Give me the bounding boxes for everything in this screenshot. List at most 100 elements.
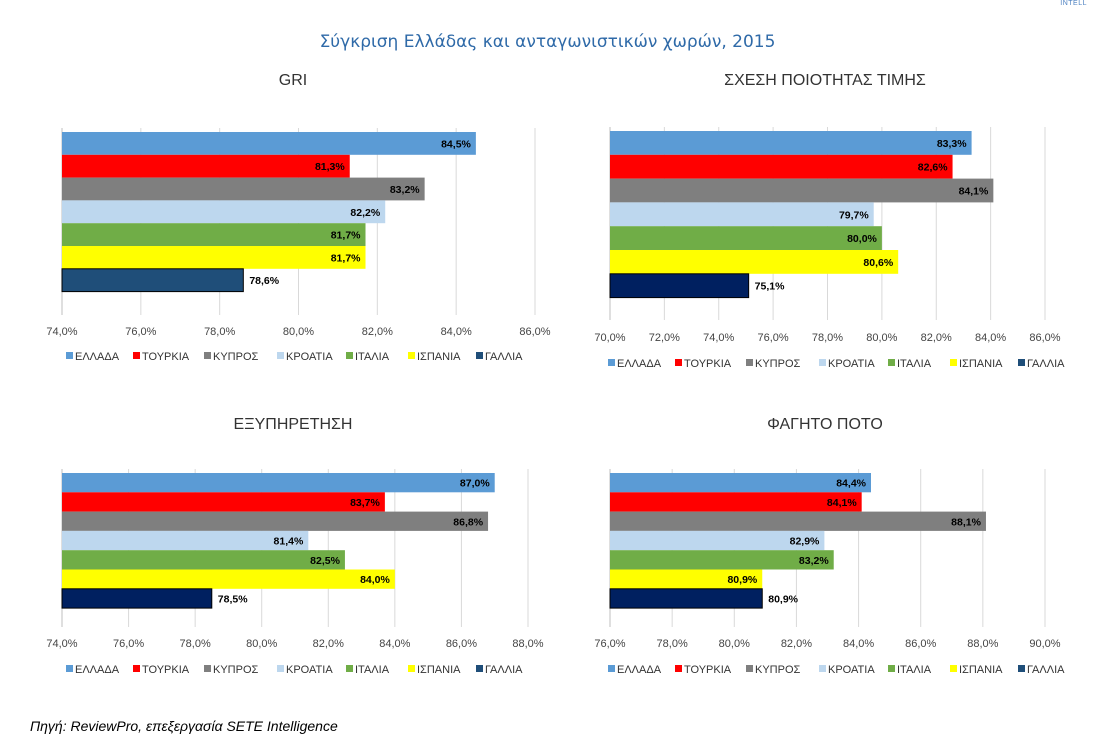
x-tick-label: 72,0% <box>649 332 680 344</box>
x-tick-label: 78,0% <box>204 326 235 338</box>
data-label: 81,7% <box>331 230 361 242</box>
chart-title: ΣΧΕΣΗ ΠΟΙΟΤΗΤΑΣ ΤΙΜΗΣ <box>724 72 926 89</box>
bar <box>610 569 763 589</box>
bar <box>610 226 882 250</box>
data-label: 82,5% <box>310 555 340 567</box>
data-label: 82,2% <box>350 207 380 219</box>
chart-title: ΕΞΥΠΗΡΕΤΗΣΗ <box>234 416 353 433</box>
data-label: 83,2% <box>799 555 829 567</box>
legend-swatch <box>346 665 353 672</box>
x-tick-label: 86,0% <box>519 326 550 338</box>
data-label: 80,6% <box>863 257 893 269</box>
x-tick-label: 70,0% <box>594 332 625 344</box>
data-label: 81,3% <box>315 161 345 173</box>
legend-label: ΓΑΛΛΙΑ <box>485 664 523 676</box>
x-tick-label: 84,0% <box>379 638 410 650</box>
bar <box>62 569 395 589</box>
legend-swatch <box>204 352 211 359</box>
legend-swatch <box>408 665 415 672</box>
bar <box>610 511 986 531</box>
bar <box>62 530 309 551</box>
legend-label: ΚΡΟΑΤΙΑ <box>828 664 875 676</box>
legend-swatch <box>476 665 483 672</box>
data-label: 83,2% <box>390 184 420 196</box>
bar <box>62 200 386 224</box>
legend-swatch <box>608 665 615 672</box>
data-label: 84,0% <box>360 574 390 586</box>
x-tick-label: 74,0% <box>46 638 77 650</box>
legend-swatch <box>66 665 73 672</box>
data-label: 80,9% <box>727 574 757 586</box>
data-label: 84,1% <box>827 497 857 509</box>
data-label: 84,4% <box>836 478 866 490</box>
legend-swatch <box>608 359 615 366</box>
legend-label: ΙΤΑΛΙΑ <box>355 664 390 676</box>
x-tick-label: 76,0% <box>125 326 156 338</box>
bar <box>62 154 350 178</box>
x-tick-label: 90,0% <box>1029 638 1060 650</box>
legend-swatch <box>746 665 753 672</box>
legend-label: ΓΑΛΛΙΑ <box>1027 358 1065 370</box>
x-tick-label: 86,0% <box>905 638 936 650</box>
data-label: 78,6% <box>249 275 279 287</box>
bar <box>610 250 899 274</box>
legend-label: ΕΛΛΑΔΑ <box>75 351 120 363</box>
data-label: 83,3% <box>937 138 967 150</box>
legend-label: ΤΟΥΡΚΙΑ <box>142 351 190 363</box>
x-tick-label: 74,0% <box>46 326 77 338</box>
legend-label: ΚΡΟΑΤΙΑ <box>286 351 333 363</box>
legend-swatch <box>476 352 483 359</box>
legend-label: ΙΣΠΑΝΙΑ <box>417 664 461 676</box>
legend-swatch <box>950 665 957 672</box>
legend-swatch <box>675 359 682 366</box>
x-tick-label: 80,0% <box>246 638 277 650</box>
data-label: 75,1% <box>755 281 785 293</box>
data-label: 87,0% <box>460 478 490 490</box>
legend-label: ΕΛΛΑΔΑ <box>617 358 662 370</box>
bar <box>61 268 244 293</box>
x-tick-label: 82,0% <box>313 638 344 650</box>
legend-label: ΙΣΠΑΝΙΑ <box>959 358 1003 370</box>
legend-label: ΚΡΟΑΤΙΑ <box>828 358 875 370</box>
legend-swatch <box>746 359 753 366</box>
legend-label: ΓΑΛΛΙΑ <box>1027 664 1065 676</box>
bar <box>62 177 425 201</box>
bar <box>62 132 476 155</box>
legend-swatch <box>819 665 826 672</box>
x-tick-label: 88,0% <box>967 638 998 650</box>
legend-swatch <box>1018 665 1025 672</box>
bar <box>61 588 213 609</box>
bar <box>610 492 862 512</box>
chart-title: GRI <box>279 72 307 89</box>
corner-logo-text: INTELL <box>1060 0 1087 7</box>
x-tick-label: 76,0% <box>594 638 625 650</box>
x-tick-label: 82,0% <box>781 638 812 650</box>
page-title: Σύγκριση Ελλάδας και ανταγωνιστικών χωρώ… <box>319 32 776 52</box>
data-label: 80,0% <box>847 233 877 245</box>
bar <box>62 550 345 570</box>
x-tick-label: 82,0% <box>362 326 393 338</box>
data-label: 88,1% <box>951 516 981 528</box>
legend-label: ΕΛΛΑΔΑ <box>617 664 662 676</box>
bar <box>62 492 385 512</box>
bar <box>610 473 871 493</box>
bar <box>62 511 489 531</box>
legend-label: ΕΛΛΑΔΑ <box>75 664 120 676</box>
legend-label: ΙΤΑΛΙΑ <box>355 351 390 363</box>
x-tick-label: 80,0% <box>866 332 897 344</box>
data-label: 82,9% <box>790 536 820 548</box>
bar <box>610 530 825 551</box>
legend-swatch <box>133 665 140 672</box>
legend-swatch <box>408 352 415 359</box>
legend-label: ΙΤΑΛΙΑ <box>897 664 932 676</box>
legend-swatch <box>888 359 895 366</box>
legend-swatch <box>675 665 682 672</box>
data-label: 79,7% <box>839 209 869 221</box>
data-label: 80,9% <box>768 593 798 605</box>
legend-swatch <box>277 665 284 672</box>
data-label: 78,5% <box>218 593 248 605</box>
bar <box>62 473 495 493</box>
chart-title: ΦΑΓΗΤΟ ΠΟΤΟ <box>767 416 883 433</box>
x-tick-label: 84,0% <box>441 326 472 338</box>
x-tick-label: 78,0% <box>180 638 211 650</box>
